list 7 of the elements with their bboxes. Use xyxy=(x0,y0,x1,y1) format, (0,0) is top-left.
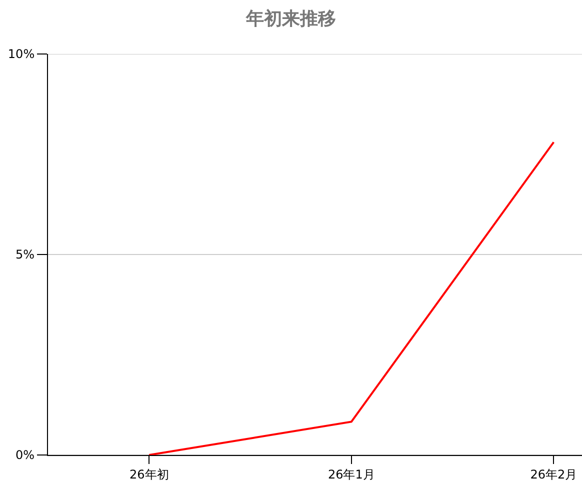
x-tick-label: 26年2月 xyxy=(530,467,578,482)
y-tick-label: 10% xyxy=(8,47,35,62)
chart-title: 年初来推移 xyxy=(245,8,336,30)
x-tick-label: 26年1月 xyxy=(328,467,375,482)
y-tick-label: 0% xyxy=(16,448,35,462)
x-tick-label: 26年初 xyxy=(130,467,169,482)
y-tick-label: 5% xyxy=(16,248,35,262)
